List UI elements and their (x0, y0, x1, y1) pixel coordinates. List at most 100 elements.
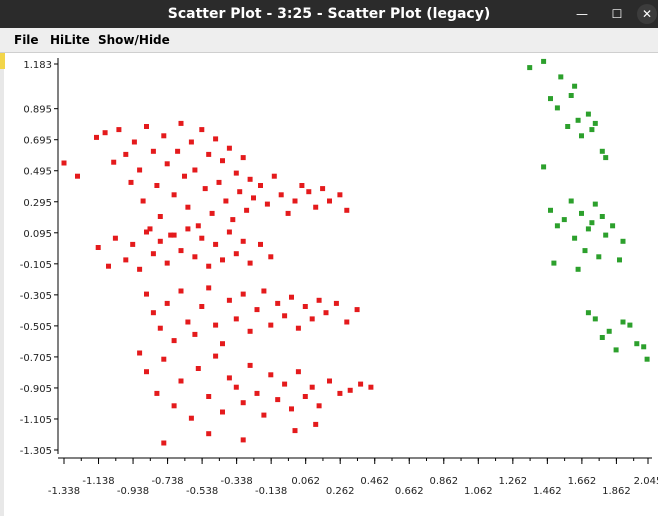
data-point[interactable] (192, 254, 198, 260)
data-point[interactable] (527, 65, 533, 71)
data-point[interactable] (295, 369, 301, 375)
side-panel-tab[interactable] (0, 53, 5, 69)
data-point[interactable] (641, 344, 647, 350)
data-point[interactable] (613, 347, 619, 353)
data-point[interactable] (561, 217, 567, 223)
data-point[interactable] (358, 381, 364, 387)
data-point[interactable] (188, 415, 194, 421)
data-point[interactable] (185, 319, 191, 325)
data-point[interactable] (258, 183, 263, 188)
data-point[interactable] (354, 307, 360, 313)
data-point[interactable] (240, 437, 246, 443)
data-point[interactable] (620, 319, 626, 325)
data-point[interactable] (603, 232, 609, 238)
data-point[interactable] (302, 394, 308, 399)
data-point[interactable] (582, 248, 588, 254)
data-point[interactable] (572, 83, 578, 89)
data-point[interactable] (140, 198, 146, 204)
data-point[interactable] (554, 105, 560, 111)
data-point[interactable] (94, 134, 99, 140)
data-point[interactable] (292, 428, 298, 434)
data-point[interactable] (123, 257, 129, 263)
data-point[interactable] (575, 117, 581, 123)
data-point[interactable] (302, 304, 308, 309)
data-point[interactable] (240, 238, 246, 244)
data-point[interactable] (209, 210, 215, 216)
data-point[interactable] (558, 74, 564, 80)
data-point[interactable] (144, 124, 149, 129)
data-point[interactable] (213, 353, 219, 359)
data-point[interactable] (247, 176, 253, 182)
data-point[interactable] (295, 325, 301, 331)
data-point[interactable] (644, 356, 650, 362)
data-point[interactable] (551, 260, 557, 266)
data-point[interactable] (268, 254, 274, 260)
data-point[interactable] (195, 366, 201, 371)
menu-hilite[interactable]: HiLite (50, 33, 90, 47)
data-point[interactable] (226, 229, 232, 235)
data-point[interactable] (137, 167, 143, 173)
data-point[interactable] (240, 155, 246, 161)
data-point[interactable] (178, 120, 184, 126)
data-point[interactable] (206, 431, 212, 437)
data-point[interactable] (344, 319, 350, 325)
data-point[interactable] (244, 207, 250, 213)
menu-show-hide[interactable]: Show/Hide (98, 33, 170, 47)
maximize-button[interactable]: ☐ (611, 7, 623, 21)
data-point[interactable] (213, 322, 219, 328)
data-point[interactable] (617, 257, 622, 263)
data-point[interactable] (585, 226, 591, 232)
data-point[interactable] (599, 335, 605, 340)
data-point[interactable] (285, 210, 291, 216)
data-point[interactable] (220, 409, 225, 415)
data-point[interactable] (199, 235, 205, 241)
data-point[interactable] (206, 263, 212, 269)
data-point[interactable] (226, 375, 232, 381)
data-point[interactable] (323, 310, 329, 316)
data-point[interactable] (144, 229, 149, 235)
data-point[interactable] (240, 400, 246, 406)
data-point[interactable] (548, 207, 553, 213)
data-point[interactable] (175, 148, 181, 154)
data-point[interactable] (599, 214, 605, 219)
data-point[interactable] (309, 316, 315, 322)
data-point[interactable] (599, 148, 605, 154)
data-point[interactable] (627, 322, 633, 328)
data-point[interactable] (254, 307, 260, 313)
data-point[interactable] (275, 300, 281, 306)
data-point[interactable] (579, 210, 584, 216)
data-point[interactable] (220, 257, 225, 263)
data-point[interactable] (592, 201, 598, 207)
data-point[interactable] (337, 390, 343, 396)
data-point[interactable] (192, 331, 198, 337)
data-point[interactable] (313, 421, 319, 427)
data-point[interactable] (164, 300, 170, 306)
data-point[interactable] (264, 201, 270, 207)
data-point[interactable] (589, 220, 595, 226)
data-point[interactable] (289, 406, 294, 412)
data-point[interactable] (592, 120, 598, 126)
data-point[interactable] (216, 179, 222, 185)
data-point[interactable] (112, 235, 118, 241)
data-point[interactable] (316, 403, 322, 409)
data-point[interactable] (292, 198, 298, 204)
data-point[interactable] (320, 186, 326, 192)
data-point[interactable] (333, 300, 339, 306)
data-point[interactable] (309, 384, 315, 390)
data-point[interactable] (230, 217, 236, 223)
data-point[interactable] (233, 316, 239, 322)
data-point[interactable] (610, 223, 616, 229)
data-point[interactable] (147, 226, 153, 232)
data-point[interactable] (603, 155, 609, 161)
data-point[interactable] (247, 362, 253, 368)
data-point[interactable] (111, 159, 117, 165)
minimize-button[interactable]: — (576, 7, 588, 21)
data-point[interactable] (123, 151, 129, 157)
data-point[interactable] (554, 223, 560, 229)
data-point[interactable] (157, 214, 163, 219)
data-point[interactable] (223, 198, 229, 204)
data-point[interactable] (128, 179, 134, 185)
data-point[interactable] (95, 245, 101, 250)
data-point[interactable] (164, 260, 170, 266)
data-point[interactable] (171, 403, 177, 409)
